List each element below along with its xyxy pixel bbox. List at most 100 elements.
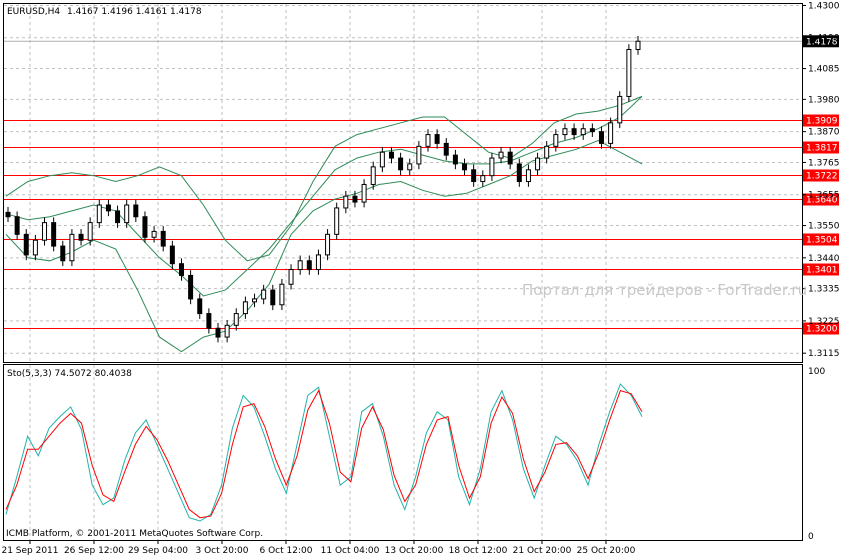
level-price-label: 1.3722 [806,172,838,182]
candle-body [443,142,449,156]
time-tick-label: 25 Oct 20:00 [577,546,636,556]
price-tick-label: 1.3225 [808,317,840,327]
candle-body [115,210,121,224]
candle-body [452,154,458,165]
candle-body [425,134,431,147]
candle-body [105,204,111,212]
candle-body [42,222,48,241]
bollinger-line [5,96,643,297]
candle-body [598,131,604,144]
candle-body [224,324,230,338]
candle-body [525,169,531,183]
price-tick-label: 1.3655 [808,191,840,201]
candle-body [197,298,203,315]
candle-body [288,269,294,285]
candle-body [32,239,38,256]
candlesticks [5,35,641,343]
candle-body [5,211,11,218]
candle-body [562,128,568,136]
stochastic-label: Sto(5,3,3) 74.5072 80.4038 [7,369,132,379]
candle-body [580,128,586,136]
price-tick-label: 1.3550 [808,222,840,232]
candle-body [69,233,75,262]
candle-body [325,233,331,256]
candle-body [407,163,413,171]
candle-body [343,195,349,209]
price-axis: 1.4300 1.4190 1.4085 1.3980 1.3870 1.3765 1.36… [802,1,840,542]
candle-body [535,157,541,171]
price-tick-label: 1.3440 [808,254,840,264]
stochastic-main-line [5,383,643,522]
price-tick-label: 1.4085 [808,65,840,75]
candle-body [51,222,57,247]
level-price-label: 1.3640 [806,196,838,206]
copyright-text: ICMB Platform, © 2001-2011 MetaQuotes So… [6,529,263,539]
candle-body [471,169,477,183]
candle-body [297,260,303,271]
candle-body [279,283,285,306]
time-tick-label: 3 Oct 20:00 [196,546,249,556]
chart-ohlc-values: 1.4167 1.4196 1.4161 1.4178 [67,7,202,17]
price-tick-label: 1.3115 [808,349,840,359]
candle-body [60,245,66,262]
candle-body [388,151,394,159]
candle-body [142,216,148,238]
candle-body [261,289,267,300]
time-tick-label: 21 Sep 2011 [1,546,58,556]
candle-body [507,151,513,165]
time-tick-label: 13 Oct 20:00 [385,546,444,556]
candle-body [589,128,595,133]
candle-body [133,204,139,218]
level-price-label: 1.3817 [806,144,838,154]
candle-body [489,157,495,177]
time-axis: 21 Sep 2011 26 Sep 12:00 29 Sep 04:00 3 Oct… [1,540,636,556]
candle-body [206,313,212,329]
candle-body [252,298,258,303]
candle-body [334,207,340,235]
candle-body [78,233,84,241]
time-tick-label: 6 Oct 12:00 [260,546,313,556]
candle-body [379,151,385,168]
level-price-box [803,141,839,154]
candle-body [242,301,248,315]
level-price-box [803,322,839,335]
candle-body [498,151,504,159]
candle-body [14,216,20,235]
price-tick-label: 1.3765 [808,158,840,168]
level-price-label: 1.3200 [806,325,838,335]
level-price-box [803,263,839,276]
time-tick-label: 21 Oct 20:00 [513,546,572,556]
candle-body [270,289,276,306]
bollinger-line [5,95,643,262]
candle-body [571,128,577,136]
candle-body [215,327,221,338]
level-price-box [803,114,839,127]
candle-body [151,230,157,238]
candle-body [23,233,29,256]
candle-body [608,122,614,144]
candle-body [635,40,641,50]
price-tick-label: 1.3980 [808,95,840,105]
level-price-label: 1.3909 [806,117,838,127]
candle-body [416,145,422,165]
candle-body [96,204,102,224]
stochastic-lines [5,383,643,522]
level-price-label: 1.3504 [806,236,838,246]
candle-body [315,254,321,271]
candle-body [480,175,486,183]
time-tick-label: 18 Oct 12:00 [449,546,508,556]
level-price-label: 1.3401 [806,266,838,276]
candle-body [233,313,239,326]
stochastic-tick-label: 0 [808,532,814,542]
level-price-box [803,233,839,246]
price-tick-label: 1.4190 [808,34,840,44]
candle-body [617,95,623,124]
candle-body [516,163,522,183]
price-tick-label: 1.3335 [808,285,840,295]
candle-body [361,183,367,203]
time-tick-label: 29 Sep 04:00 [128,546,188,556]
stochastic-signal-line [5,389,643,519]
price-pane-frame [3,3,803,363]
current-price-label: 1.4178 [806,37,838,47]
